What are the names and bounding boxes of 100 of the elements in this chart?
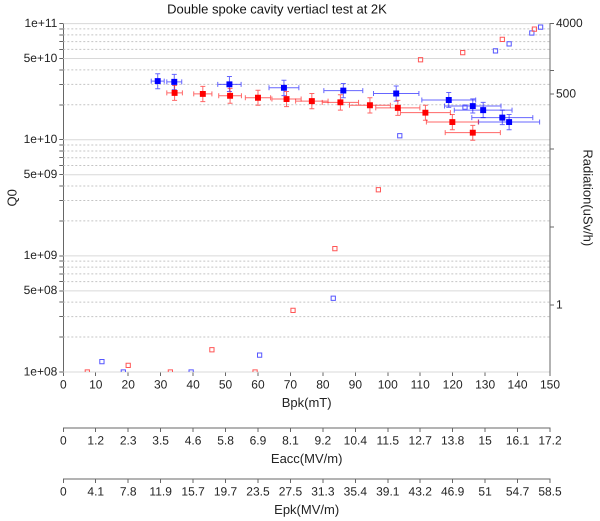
- point: [397, 133, 402, 138]
- text: 13.8: [440, 434, 465, 448]
- point: [500, 36, 505, 42]
- text: 46.9: [440, 484, 465, 499]
- text: 17.2: [538, 434, 562, 448]
- text: 31.3: [311, 484, 335, 499]
- point: [462, 104, 468, 110]
- point: [499, 114, 506, 121]
- point: [460, 50, 466, 56]
- point: [330, 296, 336, 301]
- text: 4.1: [87, 484, 104, 499]
- x-tick-label: 80: [316, 378, 330, 392]
- text: 10.4: [344, 434, 368, 448]
- x-tick-label: 50: [218, 378, 233, 392]
- point: [99, 359, 105, 364]
- y-tick-label: 1: [556, 298, 563, 312]
- point: [506, 41, 512, 47]
- point: [284, 96, 290, 102]
- text: 12.7: [408, 434, 432, 448]
- text: 9.2: [314, 434, 332, 448]
- point: [506, 119, 512, 126]
- y-tick-label: 1e+08: [24, 364, 58, 378]
- point: [340, 88, 346, 94]
- y-tick-label: 5e+09: [24, 167, 58, 182]
- text: 16.1: [506, 434, 530, 448]
- chart-title: Double spoke cavity vertiacl test at 2K: [167, 1, 388, 16]
- point: [255, 94, 261, 101]
- y-tick-label: 5e+08: [24, 283, 58, 298]
- text: 35.4: [344, 484, 368, 499]
- x-tick-label: 70: [284, 378, 298, 392]
- point: [538, 24, 544, 30]
- text: Eacc(MV/m): [270, 450, 342, 466]
- point: [256, 352, 262, 358]
- point: [446, 96, 452, 103]
- x-tick-label: 100: [378, 378, 398, 392]
- text: 7.8: [120, 484, 137, 499]
- text: 58.5: [538, 484, 562, 499]
- x-tick-label: 10: [89, 378, 103, 392]
- x-tick-label: 30: [154, 378, 168, 392]
- point: [393, 90, 400, 96]
- x-tick-label: 90: [348, 378, 362, 392]
- text: 23.5: [246, 484, 270, 499]
- point: [280, 84, 287, 91]
- point: [154, 78, 161, 84]
- text: 27.5: [278, 484, 302, 499]
- y-tick-label: 5e+10: [24, 50, 58, 65]
- text: 3.5: [152, 434, 170, 448]
- text: 54.7: [506, 484, 530, 499]
- text: 19.7: [214, 484, 238, 499]
- point: [337, 99, 344, 106]
- point: [529, 30, 534, 36]
- point: [126, 362, 131, 368]
- point: [422, 110, 428, 116]
- y-axis-title: Q0: [4, 189, 20, 206]
- y-tick-label: 1e+11: [24, 16, 58, 30]
- x-tick-label: 110: [410, 378, 430, 392]
- text: 11.9: [149, 484, 172, 499]
- point: [227, 92, 234, 99]
- point: [418, 57, 424, 62]
- point: [209, 347, 215, 352]
- text: 8.1: [282, 434, 300, 448]
- point: [226, 81, 232, 88]
- x-tick-label: 20: [122, 378, 136, 392]
- point: [394, 104, 401, 111]
- text: 6.9: [250, 434, 267, 448]
- text: 43.2: [408, 484, 432, 499]
- point: [449, 119, 456, 126]
- point: [492, 48, 498, 54]
- x-tick-label: 120: [442, 378, 463, 392]
- text: 1.2: [87, 434, 104, 448]
- x-tick-label: 40: [186, 378, 200, 392]
- text: 15: [478, 434, 492, 448]
- text: 0: [60, 434, 67, 448]
- point: [290, 308, 296, 313]
- point: [308, 98, 315, 104]
- text: 4.6: [184, 434, 202, 448]
- point: [470, 103, 476, 110]
- point: [376, 187, 381, 192]
- text: 39.1: [376, 484, 400, 499]
- y-axis-title: Radiation(uSv/h): [580, 149, 596, 246]
- point: [200, 90, 206, 97]
- y-tick-label: 4000: [556, 16, 584, 30]
- text: 0: [60, 484, 67, 499]
- text: Epk(MV/m): [274, 502, 340, 517]
- point: [532, 26, 538, 32]
- x-tick-label: 150: [540, 378, 560, 392]
- text: 2.3: [120, 434, 137, 448]
- text: 15.7: [181, 484, 206, 499]
- y-tick-label: 500: [556, 86, 576, 101]
- y-tick-label: 1e+10: [24, 132, 58, 146]
- point: [480, 107, 486, 114]
- x-tick-label: 60: [251, 378, 265, 392]
- x-tick-label: 130: [475, 378, 496, 392]
- point: [366, 102, 373, 108]
- y-tick-label: 1e+09: [24, 248, 58, 262]
- x-axis-title: Bpk(mT): [282, 394, 332, 410]
- point: [332, 246, 338, 252]
- text: 11.5: [376, 434, 400, 448]
- x-tick-label: 140: [508, 378, 528, 392]
- text: 5.8: [217, 434, 234, 448]
